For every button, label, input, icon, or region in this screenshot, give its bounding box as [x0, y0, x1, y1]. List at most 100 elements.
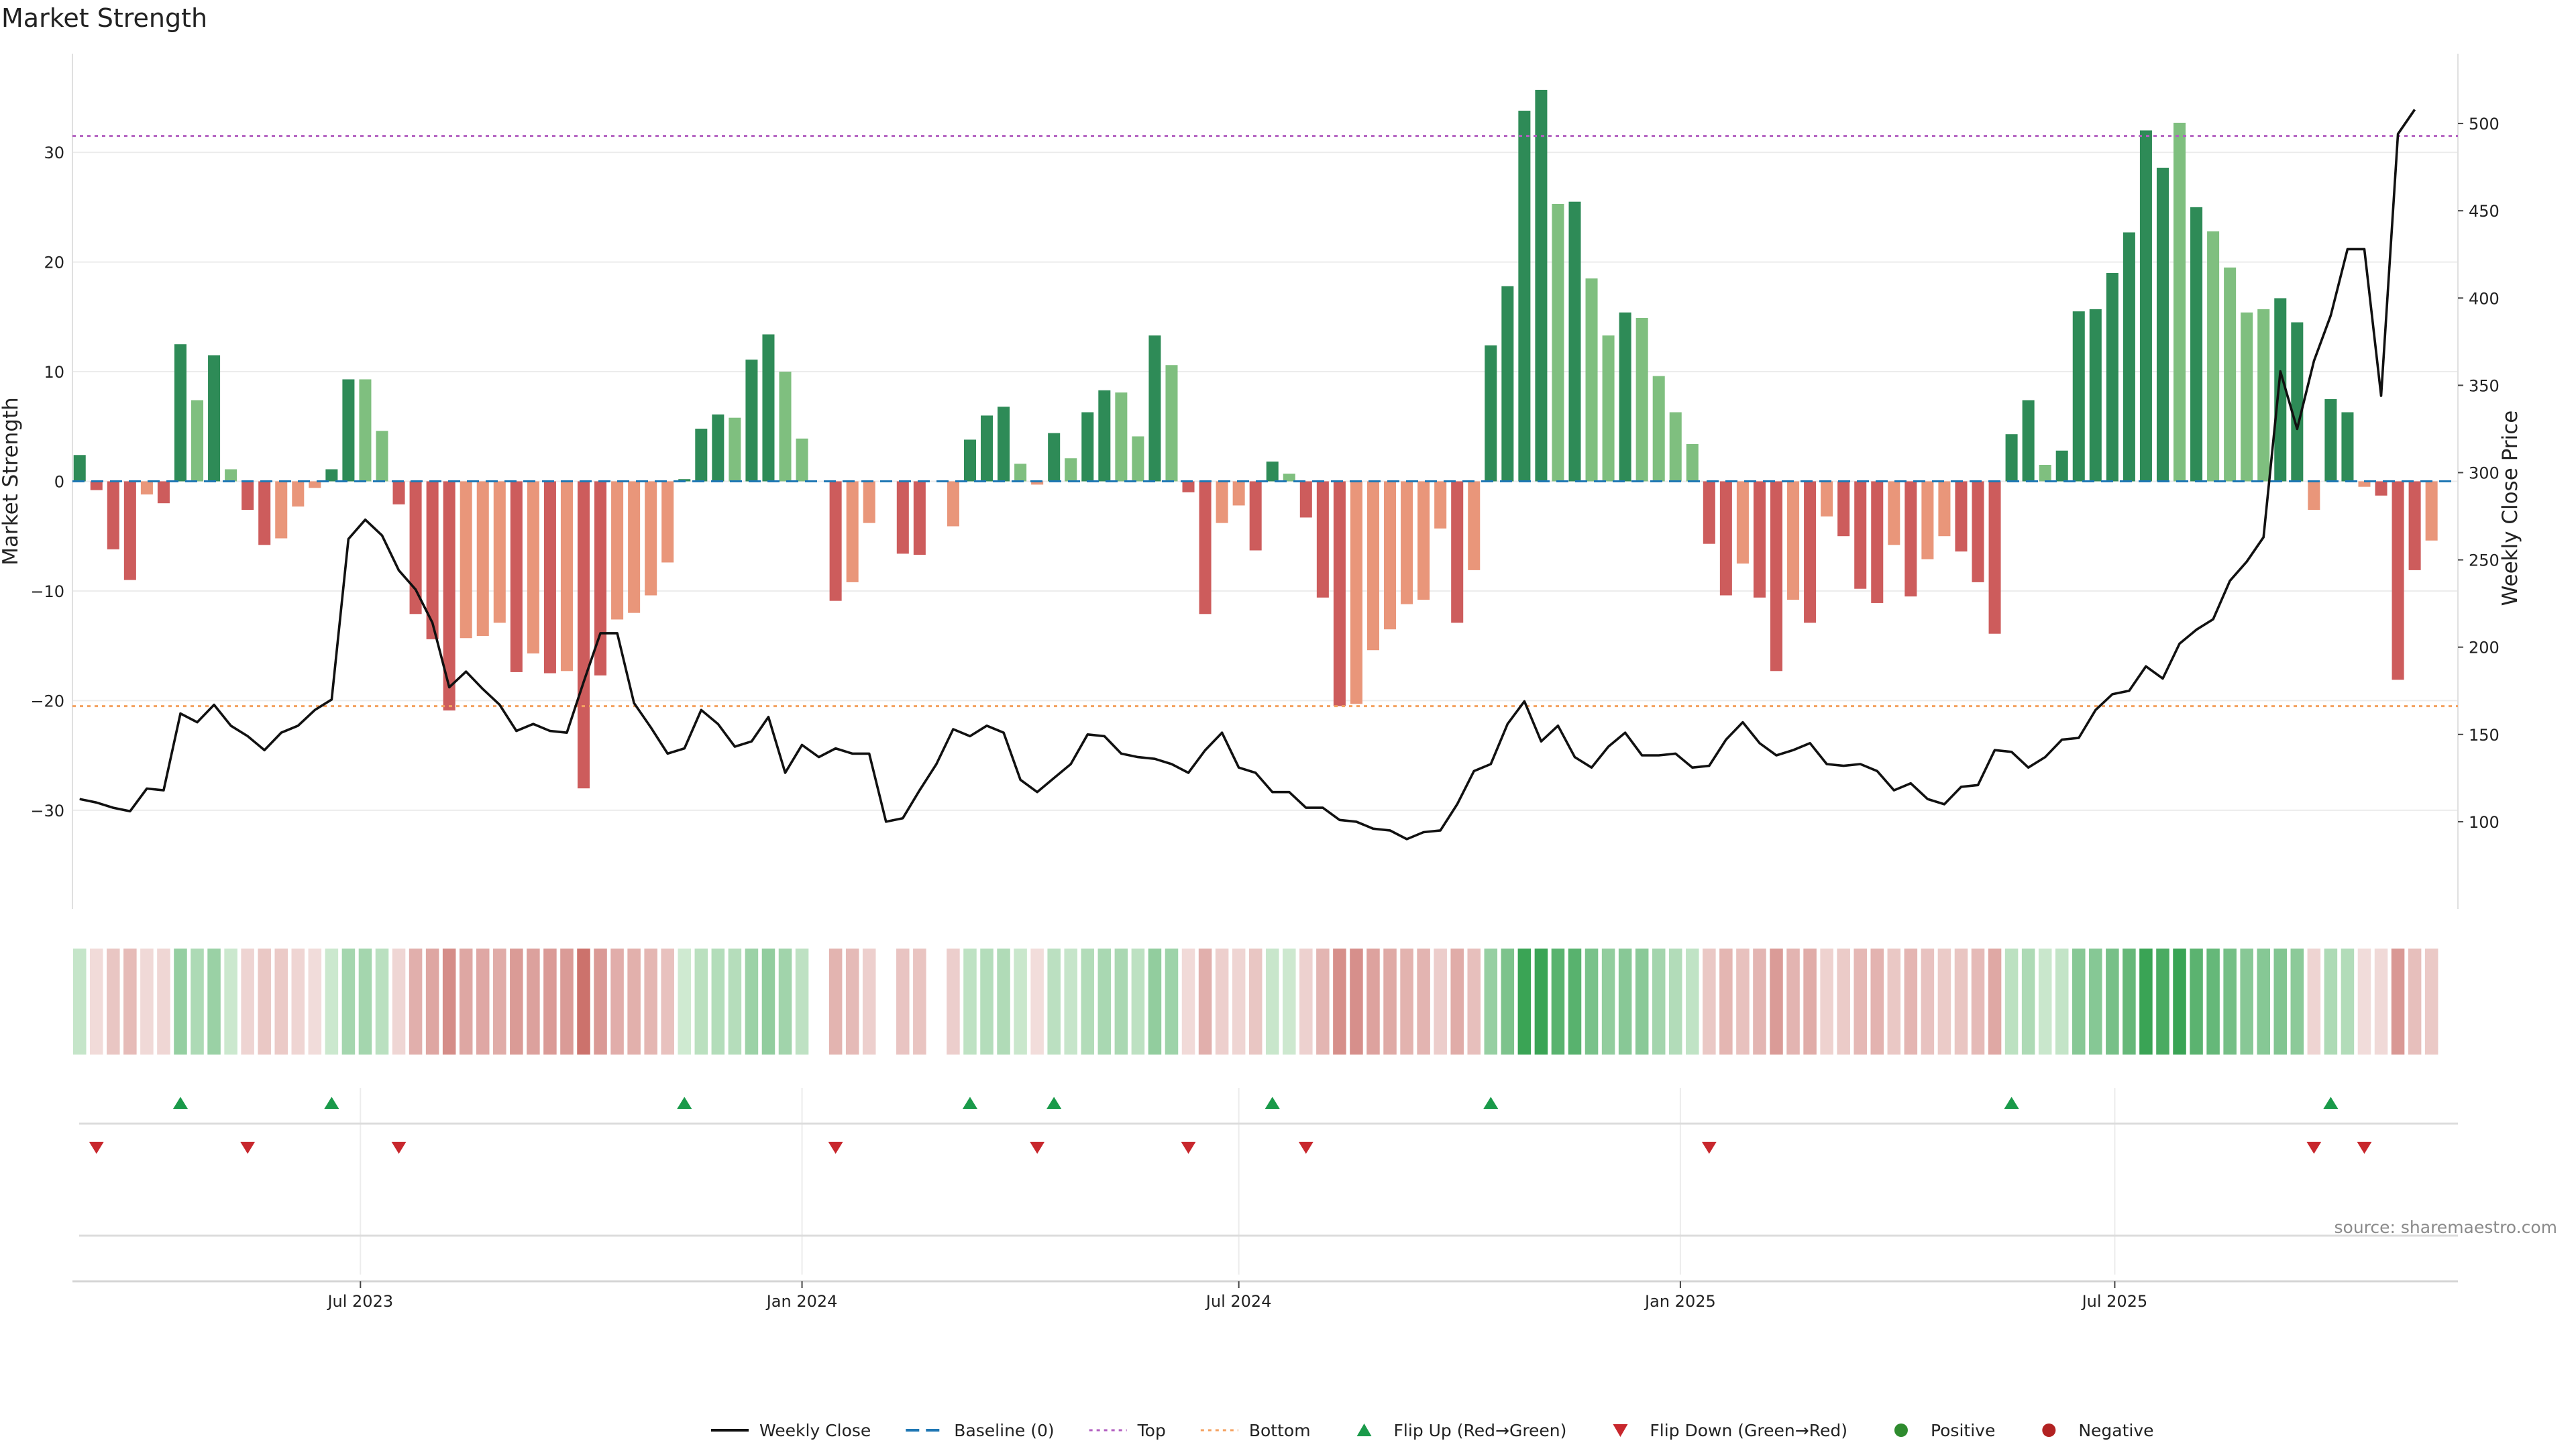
strength-bar [409, 481, 422, 614]
strength-heat-strip [72, 949, 2438, 1055]
right-tick-label: 300 [2469, 464, 2500, 482]
strength-bar [1216, 481, 1228, 523]
heat-cell [459, 949, 473, 1055]
strength-bar [963, 439, 976, 482]
strength-bar [1283, 474, 1295, 482]
strength-bar [2358, 481, 2371, 487]
heat-cell [1803, 949, 1817, 1055]
strength-bar [779, 372, 792, 482]
heat-cell [358, 949, 372, 1055]
strength-bar [1165, 365, 1178, 482]
heat-cell [1870, 949, 1884, 1055]
heat-cell [174, 949, 187, 1055]
strength-bar [392, 481, 405, 504]
strength-bar [157, 481, 170, 504]
strength-bar [1871, 481, 1884, 603]
heat-cell [1686, 949, 1699, 1055]
legend-swatch-triangle-up [1356, 1424, 1372, 1436]
strength-bar [1552, 203, 1564, 482]
flip-up-marker [1046, 1097, 1062, 1109]
strength-bar [1232, 481, 1245, 506]
heat-cell [476, 949, 490, 1055]
heat-cell [2324, 949, 2338, 1055]
heat-cell [123, 949, 137, 1055]
strength-bar [1568, 201, 1581, 482]
heat-cell [1534, 949, 1548, 1055]
strength-bar [1366, 481, 1380, 651]
strength-bar [1770, 481, 1783, 672]
heat-cell [795, 949, 809, 1055]
heat-cell [2173, 949, 2186, 1055]
heat-cell [1434, 949, 1447, 1055]
heat-cell [2038, 949, 2052, 1055]
strength-bar [426, 481, 439, 639]
heat-cell [1131, 949, 1145, 1055]
heat-cell [341, 949, 356, 1055]
strength-bar [1787, 481, 1800, 600]
strength-bar [729, 417, 741, 482]
heat-cell [157, 949, 170, 1055]
strength-bar [1669, 412, 1682, 482]
heat-cell [375, 949, 389, 1055]
strength-bar [1199, 481, 1212, 614]
heat-cell [963, 949, 977, 1055]
strength-bar [594, 481, 607, 676]
heat-cell [2341, 949, 2355, 1055]
right-axis-label: Weekly Close Price [2498, 411, 2522, 606]
heat-cell [1047, 949, 1061, 1055]
flip-up-marker [2004, 1097, 2019, 1109]
heat-cell [2139, 949, 2153, 1055]
heat-cell [1618, 949, 1632, 1055]
legend-label: Top [1137, 1421, 1166, 1440]
strength-bar [1703, 481, 1715, 544]
heat-cell [1854, 949, 1867, 1055]
strength-bar [645, 481, 657, 596]
heat-cell [997, 949, 1010, 1055]
right-tick-label: 500 [2469, 115, 2500, 133]
heat-cell [1517, 949, 1532, 1055]
strength-bar [628, 481, 641, 613]
strength-bar [1266, 462, 1279, 482]
x-tick-label: Jul 2023 [326, 1292, 393, 1311]
strength-bar [1065, 458, 1077, 482]
flip-down-marker [240, 1142, 256, 1154]
strength-bar [258, 481, 271, 545]
strength-bar [1652, 376, 1665, 482]
heat-cell [2089, 949, 2102, 1055]
heat-cell [291, 949, 305, 1055]
x-tick-label: Jul 2025 [2081, 1292, 2148, 1311]
strength-bar [2005, 434, 2018, 482]
flip-up-marker [962, 1097, 977, 1109]
strength-bar [762, 334, 775, 482]
heat-cell [1551, 949, 1565, 1055]
strength-bar [1316, 481, 1329, 598]
heat-cell [1316, 949, 1330, 1055]
flip-down-marker [391, 1142, 407, 1154]
heat-cell [274, 949, 288, 1055]
heat-cell [661, 949, 674, 1055]
heat-cell [224, 949, 237, 1055]
right-tick-label: 100 [2469, 813, 2500, 832]
strength-bar [2039, 464, 2051, 482]
heat-cell [1450, 949, 1464, 1055]
legend-swatch-dot [2042, 1424, 2056, 1437]
heat-cell [678, 949, 692, 1055]
strength-bar [1098, 390, 1111, 482]
strength-bar [1719, 481, 1732, 596]
strength-bar [1602, 335, 1615, 482]
flip-down-marker [1181, 1142, 1196, 1154]
reference-lines [72, 135, 2458, 708]
heat-cell [1904, 949, 1918, 1055]
strength-bar [1837, 481, 1850, 537]
strength-bar [225, 469, 237, 482]
heat-cell [2240, 949, 2253, 1055]
heat-cell [2357, 949, 2371, 1055]
heat-cell [258, 949, 271, 1055]
strength-bar [476, 481, 489, 636]
heat-cell [1165, 949, 1179, 1055]
left-tick-label: −30 [30, 802, 64, 820]
strength-bar [980, 415, 994, 482]
strength-bar [2207, 231, 2220, 482]
heat-cell [207, 949, 221, 1055]
